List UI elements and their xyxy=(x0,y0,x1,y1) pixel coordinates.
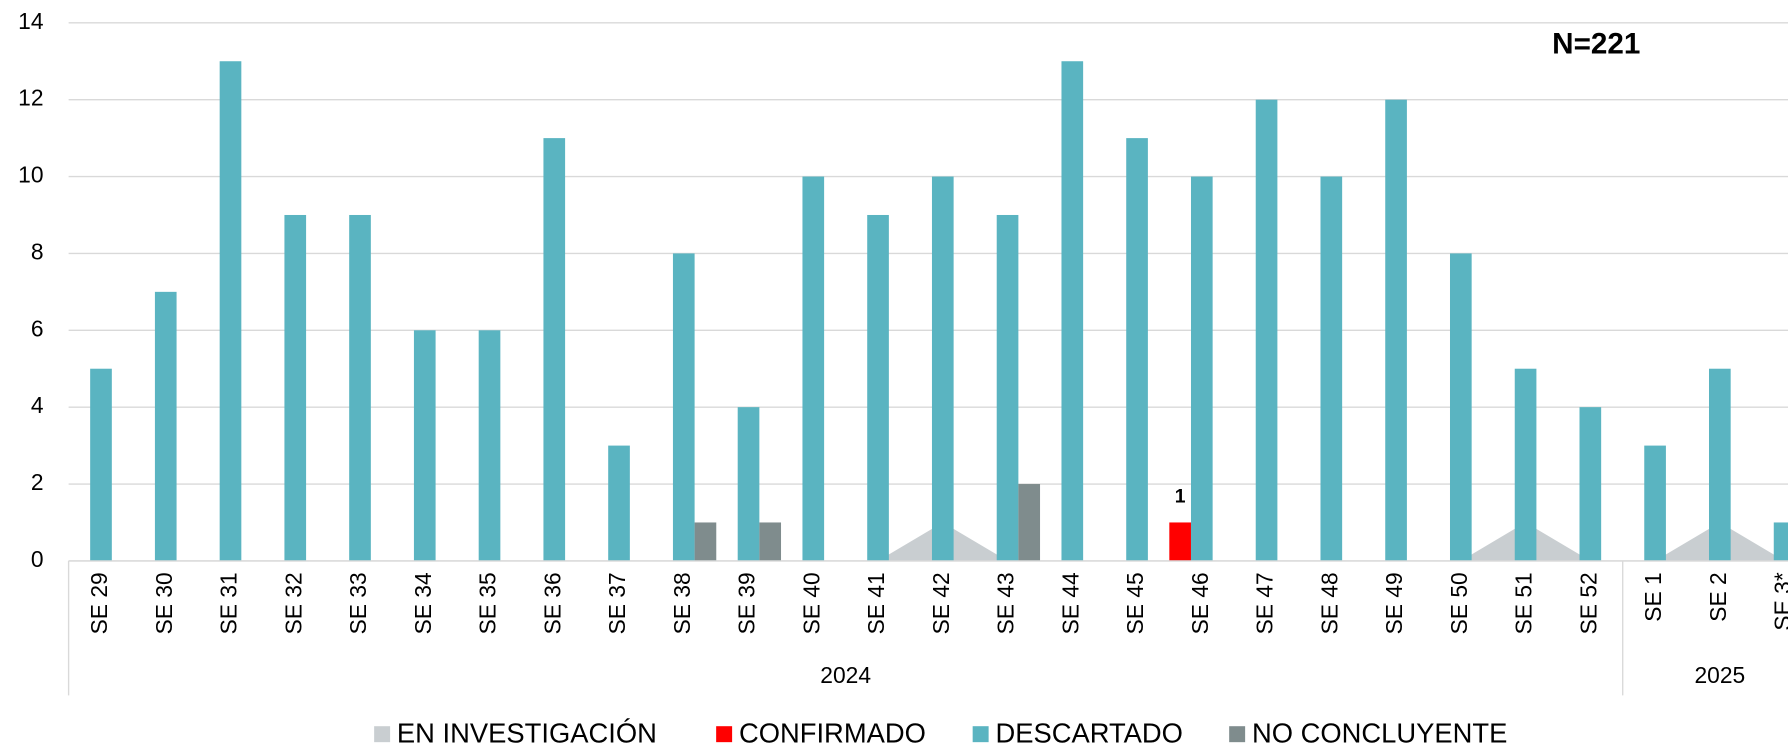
bar xyxy=(1579,407,1602,561)
bar xyxy=(1449,253,1472,561)
x-tick-label: SE 51 xyxy=(1511,572,1537,634)
bar xyxy=(931,176,954,561)
x-tick-label: SE 34 xyxy=(410,572,436,634)
x-tick-label: SE 52 xyxy=(1575,572,1601,634)
bar xyxy=(759,522,782,561)
x-tick-label: SE 32 xyxy=(280,572,306,634)
x-tick-label: SE 36 xyxy=(539,572,565,634)
bar xyxy=(1190,176,1213,561)
annotation: N=221 xyxy=(1552,27,1640,60)
x-tick-label: SE 50 xyxy=(1446,572,1472,634)
bar xyxy=(1385,99,1407,561)
legend-swatch xyxy=(374,726,391,743)
x-tick-label: SE 44 xyxy=(1057,572,1083,634)
x-tick-label: SE 40 xyxy=(798,572,824,634)
x-tick-label: SE 1 xyxy=(1640,572,1666,621)
legend-label: EN INVESTIGACIÓN xyxy=(397,718,657,749)
bar xyxy=(1320,176,1343,561)
bar xyxy=(413,330,436,561)
value-label: 1 xyxy=(1175,486,1186,508)
x-tick-label: SE 2 xyxy=(1705,572,1731,621)
x-tick-label: SE 33 xyxy=(345,572,371,634)
bar xyxy=(543,138,566,561)
group-label: 2025 xyxy=(1694,662,1745,688)
x-tick-label: SE 41 xyxy=(863,572,889,634)
bar xyxy=(1709,368,1731,561)
bar xyxy=(1255,99,1278,561)
x-tick-label: SE 37 xyxy=(604,572,630,634)
bar xyxy=(1061,61,1084,561)
bar xyxy=(867,214,889,561)
bar xyxy=(219,61,242,561)
x-tick-label: SE 49 xyxy=(1381,572,1407,634)
bar xyxy=(1514,368,1537,561)
x-tick-label: SE 42 xyxy=(928,572,954,634)
x-tick-label: SE 48 xyxy=(1316,572,1342,634)
x-tick-label: SE 39 xyxy=(734,572,760,634)
legend-label: CONFIRMADO xyxy=(739,718,926,749)
bar xyxy=(737,407,760,561)
y-tick-label: 0 xyxy=(31,546,44,572)
bar xyxy=(802,176,825,561)
bar xyxy=(608,445,630,561)
legend-swatch xyxy=(972,726,989,743)
x-tick-label: SE 30 xyxy=(151,572,177,634)
legend-swatch xyxy=(716,726,733,743)
legend-swatch xyxy=(1229,726,1246,743)
bar xyxy=(1018,484,1041,561)
bar xyxy=(284,214,307,561)
y-tick-label: 2 xyxy=(31,469,44,495)
bar xyxy=(1644,445,1666,561)
bar xyxy=(1169,522,1191,561)
bar xyxy=(694,522,717,561)
y-tick-label: 8 xyxy=(31,238,44,264)
x-tick-label: SE 35 xyxy=(475,572,501,634)
x-tick-label: SE 3* xyxy=(1770,572,1788,630)
x-tick-label: SE 31 xyxy=(216,572,242,634)
bar xyxy=(672,253,695,561)
y-tick-label: 6 xyxy=(31,315,44,341)
x-tick-label: SE 43 xyxy=(993,572,1019,634)
x-tick-label: SE 46 xyxy=(1187,572,1213,634)
bar xyxy=(1773,522,1788,561)
x-tick-label: SE 45 xyxy=(1122,572,1148,634)
legend-label: NO CONCLUYENTE xyxy=(1252,718,1507,749)
bar xyxy=(996,214,1019,561)
x-tick-label: SE 38 xyxy=(669,572,695,634)
bar xyxy=(1126,138,1148,561)
bar xyxy=(154,291,177,561)
y-tick-label: 4 xyxy=(31,392,44,418)
x-tick-label: SE 29 xyxy=(86,572,112,634)
bar xyxy=(349,214,371,561)
legend-label: DESCARTADO xyxy=(995,718,1183,749)
y-tick-label: 10 xyxy=(18,162,43,188)
y-tick-label: 12 xyxy=(18,85,43,111)
group-label: 2024 xyxy=(820,662,871,688)
bar xyxy=(90,368,112,561)
x-tick-label: SE 47 xyxy=(1252,572,1278,634)
y-tick-label: 14 xyxy=(18,8,44,34)
bar xyxy=(478,330,501,561)
